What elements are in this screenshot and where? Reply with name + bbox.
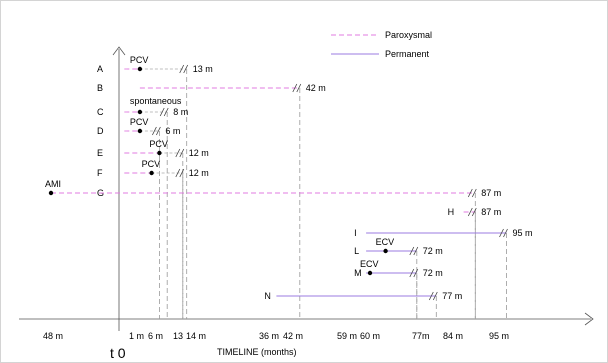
break-mark <box>175 168 185 178</box>
break-mark <box>152 126 161 136</box>
x-tick-label: 77m <box>412 331 430 341</box>
followup-label: 72 m <box>423 268 443 278</box>
followup-label: 42 m <box>306 83 326 93</box>
x-tick-labels: 48 m 1 m 6 m 13 14 m 36 m 42 m 59 m 60 m… <box>43 331 509 341</box>
event-dot <box>367 270 373 276</box>
row-label: I <box>354 228 357 238</box>
followup-label: 95 m <box>513 228 533 238</box>
legend-label-paroxysmal: Paroxysmal <box>385 30 432 40</box>
origin-label: t 0 <box>110 345 126 361</box>
break-mark <box>409 268 419 278</box>
event-dot <box>383 248 388 254</box>
x-axis-arrow <box>584 312 594 326</box>
legend: Paroxysmal Permanent <box>331 30 432 59</box>
event-label: AMI <box>45 179 61 189</box>
legend-label-permanent: Permanent <box>385 49 430 59</box>
x-tick-label: 84 m <box>443 331 463 341</box>
row-f: F PCV 12 m <box>97 159 209 319</box>
break-mark <box>428 291 438 301</box>
row-i: I 95 m <box>354 228 533 319</box>
break-mark <box>175 148 185 158</box>
x-tick-label: 36 m <box>259 331 279 341</box>
followup-label: 8 m <box>173 107 188 117</box>
row-label: B <box>97 83 103 93</box>
break-mark <box>467 188 477 198</box>
event-dot <box>48 190 54 196</box>
row-m: M ECV 72 m <box>354 259 443 319</box>
followup-label: 72 m <box>423 246 443 256</box>
row-n: N 77 m <box>264 291 462 319</box>
x-axis-label: TIMELINE (months) <box>217 347 297 357</box>
event-label: ECV <box>360 259 379 269</box>
event-label: spontaneous <box>130 96 182 106</box>
followup-label: 12 m <box>189 148 209 158</box>
row-label: E <box>97 148 103 158</box>
row-c: C spontaneous 8 m <box>97 96 188 319</box>
timeline-rows: A PCV 13 m B 42 m <box>45 55 533 319</box>
row-h: H 87 m <box>448 207 501 319</box>
row-label: D <box>97 126 104 136</box>
x-tick-label: 13 <box>173 331 183 341</box>
t0-axis-arrow <box>112 46 126 56</box>
row-a: A PCV 13 m <box>97 55 213 319</box>
followup-label: 13 m <box>193 64 213 74</box>
x-tick-label: 59 m <box>337 331 357 341</box>
row-label: M <box>354 268 362 278</box>
event-dot <box>149 170 154 176</box>
event-dot <box>157 150 162 156</box>
x-tick-label: 14 m <box>186 331 206 341</box>
event-label: PCV <box>149 139 168 149</box>
break-mark <box>179 64 189 74</box>
x-tick-label: 95 m <box>489 331 509 341</box>
event-label: ECV <box>376 237 395 247</box>
break-mark <box>499 228 508 238</box>
row-d: D PCV 6 m <box>97 117 180 319</box>
event-label: PCV <box>142 159 161 169</box>
row-label: L <box>354 246 359 256</box>
event-dot <box>137 128 143 134</box>
followup-label: 77 m <box>442 291 462 301</box>
break-mark <box>409 246 419 256</box>
event-dot <box>137 109 143 115</box>
row-label: H <box>448 207 455 217</box>
x-tick-label: 6 m <box>148 331 163 341</box>
row-label: F <box>97 168 103 178</box>
followup-label: 87 m <box>481 188 501 198</box>
break-mark <box>159 107 169 117</box>
row-label: A <box>97 64 103 74</box>
followup-label: 12 m <box>189 168 209 178</box>
row-b: B 42 m <box>97 83 326 319</box>
x-tick-label: 60 m <box>360 331 380 341</box>
row-label: C <box>97 107 104 117</box>
followup-label: 87 m <box>481 207 501 217</box>
event-dot <box>137 66 143 72</box>
event-label: PCV <box>130 117 149 127</box>
x-tick-label: 42 m <box>283 331 303 341</box>
row-e: E PCV 12 m <box>97 139 209 319</box>
followup-label: 6 m <box>165 126 180 136</box>
event-label: PCV <box>130 55 149 65</box>
row-label: N <box>264 291 271 301</box>
x-tick-label: 1 m <box>129 331 144 341</box>
x-tick-label: 48 m <box>43 331 63 341</box>
break-mark <box>467 207 477 217</box>
row-l: L ECV 72 m <box>354 237 443 319</box>
break-mark <box>292 83 302 93</box>
